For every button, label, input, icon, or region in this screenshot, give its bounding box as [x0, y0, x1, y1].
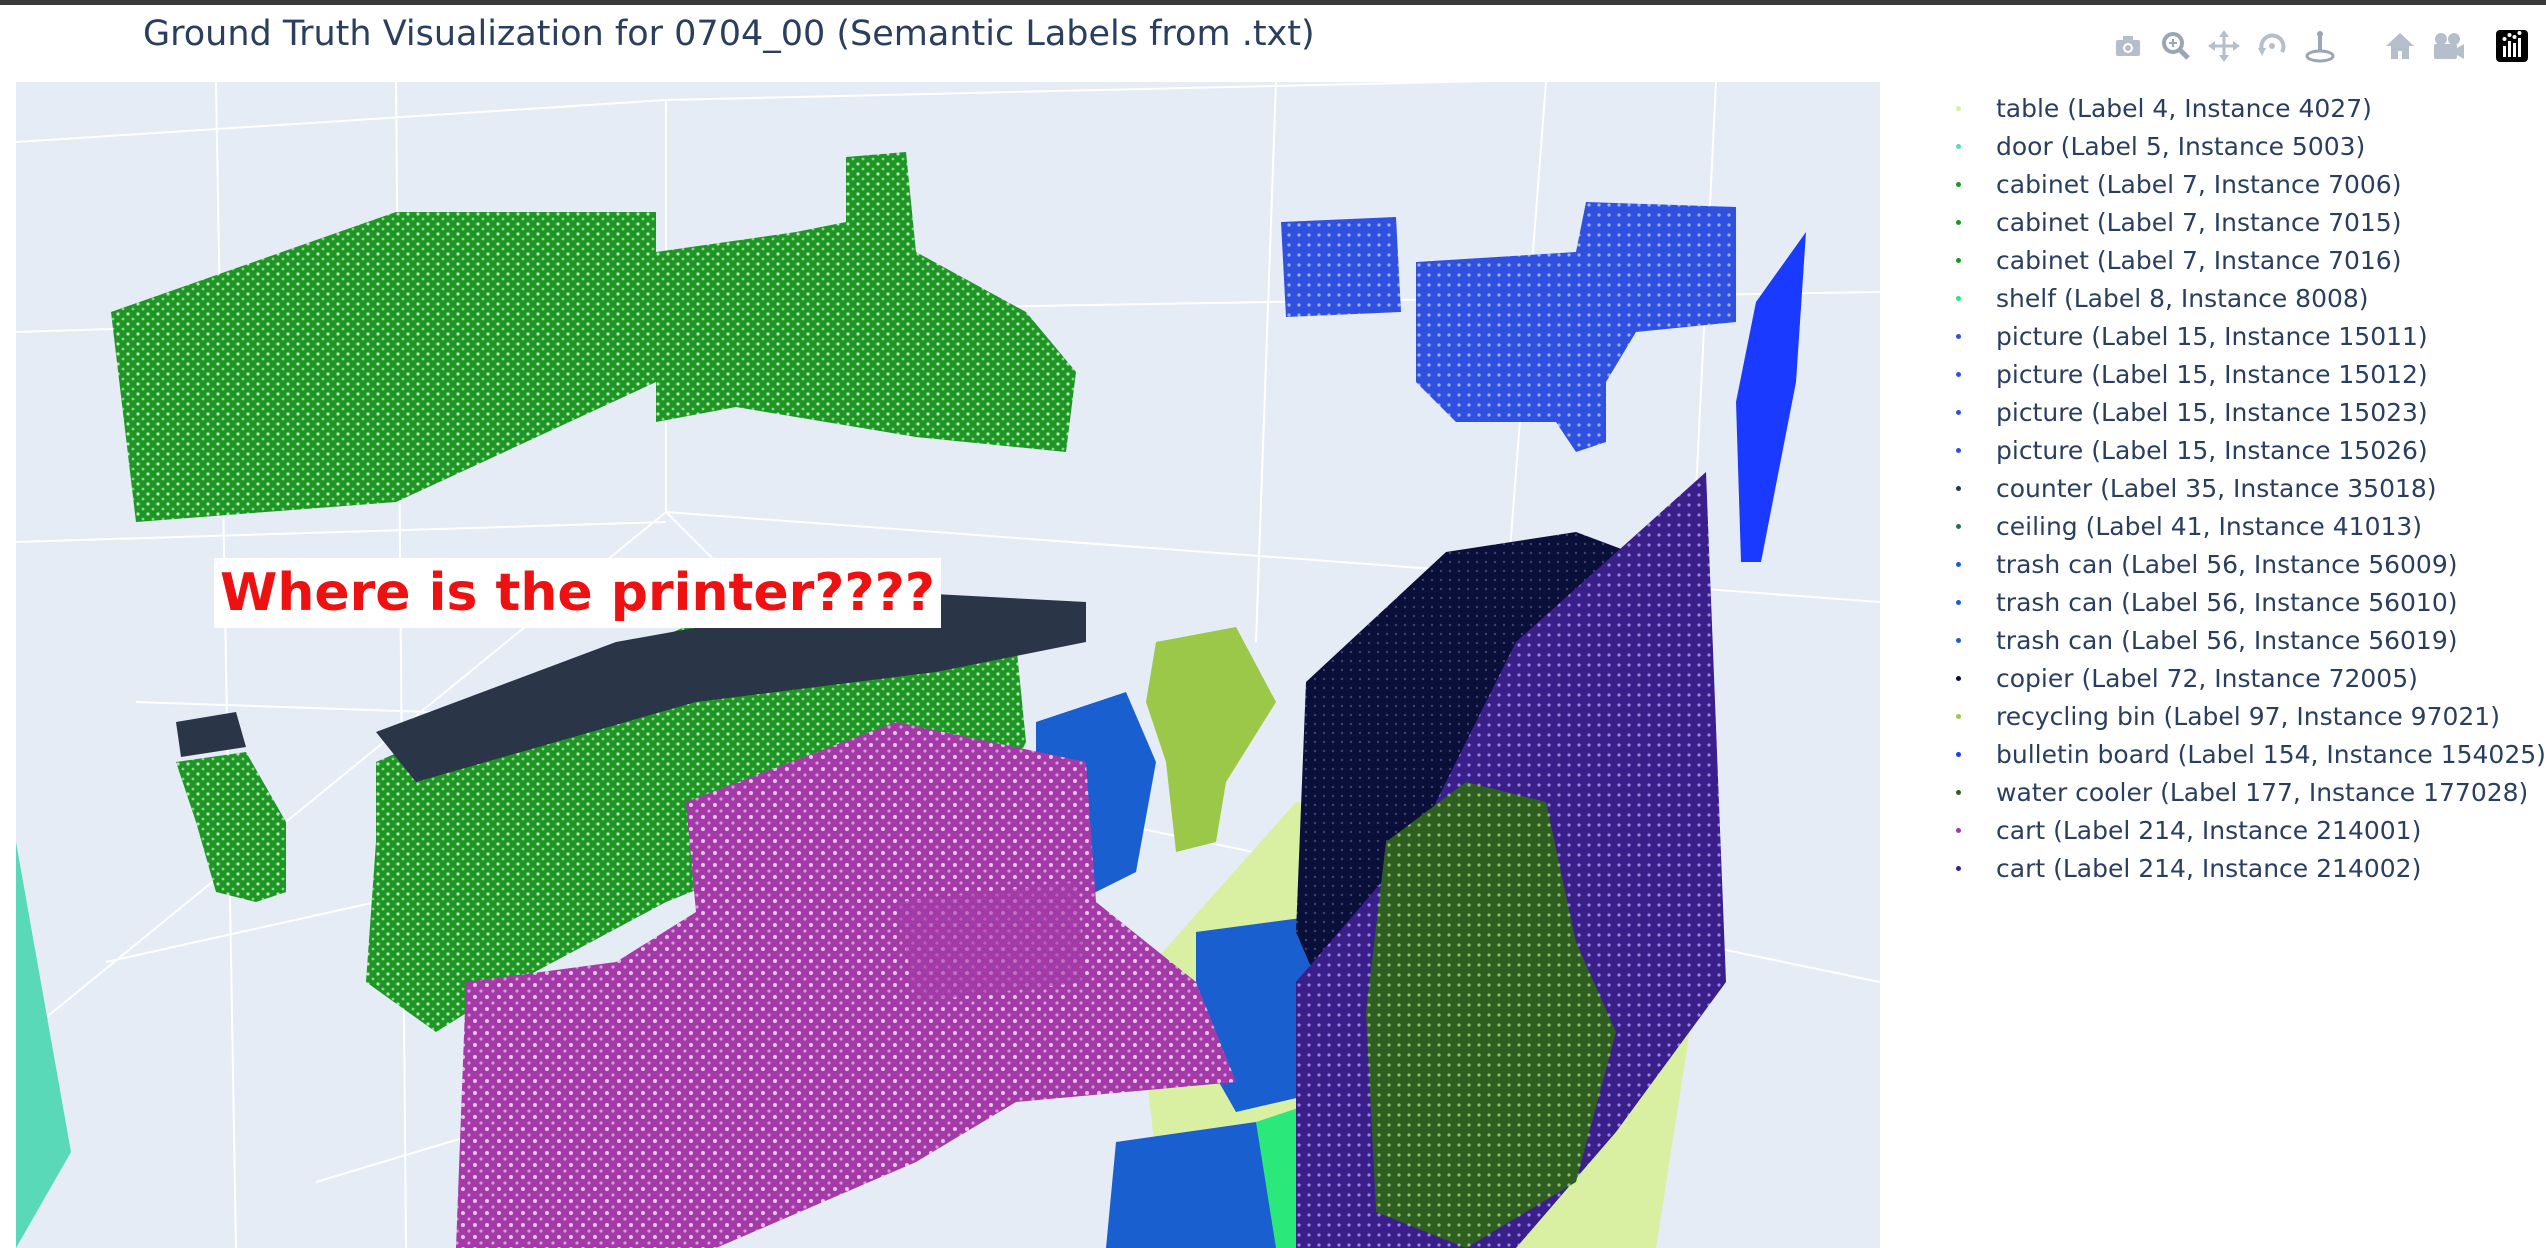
legend-label: shelf (Label 8, Instance 8008)	[1996, 284, 2369, 313]
legend-marker	[1956, 600, 1961, 605]
legend-label: copier (Label 72, Instance 72005)	[1996, 664, 2418, 693]
legend-label: door (Label 5, Instance 5003)	[1996, 132, 2366, 161]
turntable-rotation-button[interactable]	[2302, 28, 2338, 64]
legend-label: picture (Label 15, Instance 15023)	[1996, 398, 2428, 427]
legend-marker	[1956, 106, 1961, 111]
picture-points-1	[1281, 217, 1401, 317]
zoom-icon	[2162, 32, 2190, 60]
annotation-text: Where is the printer????	[214, 558, 941, 628]
cart-points-1	[456, 722, 1236, 1248]
counter-points-middle	[376, 592, 1086, 782]
legend-marker	[1956, 828, 1961, 833]
legend-marker	[1956, 562, 1961, 567]
legend-item[interactable]: trash can (Label 56, Instance 56009)	[1948, 546, 2538, 584]
legend-label: water cooler (Label 177, Instance 177028…	[1996, 778, 2529, 807]
legend-marker	[1956, 220, 1961, 225]
water-cooler-points	[1366, 782, 1616, 1248]
legend-label: bulletin board (Label 154, Instance 1540…	[1996, 740, 2546, 769]
legend-item[interactable]: bulletin board (Label 154, Instance 1540…	[1948, 736, 2546, 774]
legend-marker	[1956, 296, 1961, 301]
legend-item[interactable]: trash can (Label 56, Instance 56019)	[1948, 622, 2538, 660]
legend-item[interactable]: shelf (Label 8, Instance 8008)	[1948, 280, 2538, 318]
pan-icon	[2208, 30, 2240, 62]
legend-marker	[1956, 676, 1961, 681]
legend-label: cart (Label 214, Instance 214002)	[1996, 854, 2422, 883]
legend-label: trash can (Label 56, Instance 56019)	[1996, 626, 2458, 655]
legend-item[interactable]: picture (Label 15, Instance 15012)	[1948, 356, 2538, 394]
zoom-button[interactable]	[2158, 28, 2194, 64]
legend-label: picture (Label 15, Instance 15012)	[1996, 360, 2428, 389]
legend-label: cabinet (Label 7, Instance 7015)	[1996, 208, 2402, 237]
legend-marker	[1956, 752, 1961, 757]
cart-points-1-shelf	[896, 882, 1086, 1002]
legend-label: counter (Label 35, Instance 35018)	[1996, 474, 2437, 503]
home-icon	[2386, 33, 2414, 59]
reset-camera-last-save-button[interactable]	[2430, 28, 2466, 64]
camera-icon	[2116, 36, 2140, 56]
legend-item[interactable]: door (Label 5, Instance 5003)	[1948, 128, 2538, 166]
legend-item[interactable]: cabinet (Label 7, Instance 7015)	[1948, 204, 2538, 242]
legend-marker	[1956, 714, 1961, 719]
legend-label: trash can (Label 56, Instance 56010)	[1996, 588, 2458, 617]
cabinet-points-small	[176, 752, 286, 902]
reset-camera-default-button[interactable]	[2382, 28, 2418, 64]
plotly-logo-link[interactable]	[2494, 28, 2530, 64]
3d-scene[interactable]	[16, 82, 1880, 1248]
legend-marker	[1956, 638, 1961, 643]
legend-item[interactable]: cart (Label 214, Instance 214002)	[1948, 850, 2538, 888]
legend-marker	[1956, 410, 1961, 415]
legend-item[interactable]: water cooler (Label 177, Instance 177028…	[1948, 774, 2538, 812]
legend-marker	[1956, 334, 1961, 339]
legend-item[interactable]: recycling bin (Label 97, Instance 97021)	[1948, 698, 2538, 736]
pan-button[interactable]	[2206, 28, 2242, 64]
legend-item[interactable]: copier (Label 72, Instance 72005)	[1948, 660, 2538, 698]
legend-item[interactable]: cabinet (Label 7, Instance 7016)	[1948, 242, 2538, 280]
legend-label: picture (Label 15, Instance 15011)	[1996, 322, 2428, 351]
legend-marker	[1956, 486, 1961, 491]
legend-label: table (Label 4, Instance 4027)	[1996, 94, 2372, 123]
scene-canvas	[16, 82, 1880, 1248]
plot-title: Ground Truth Visualization for 0704_00 (…	[143, 14, 1315, 54]
legend-item[interactable]: cabinet (Label 7, Instance 7006)	[1948, 166, 2538, 204]
download-png-button[interactable]	[2110, 28, 2146, 64]
counter-points-small	[176, 712, 246, 757]
legend-marker	[1956, 866, 1961, 871]
recycling-bin-points	[1146, 627, 1276, 852]
plotly-logo-icon	[2496, 30, 2528, 62]
legend: table (Label 4, Instance 4027) door (Labe…	[1948, 90, 2546, 888]
picture-points-2	[1416, 202, 1736, 452]
legend-marker	[1956, 372, 1961, 377]
legend-marker	[1956, 448, 1961, 453]
legend-marker	[1956, 182, 1961, 187]
legend-label: trash can (Label 56, Instance 56009)	[1996, 550, 2458, 579]
legend-item[interactable]: picture (Label 15, Instance 15023)	[1948, 394, 2538, 432]
legend-label: cart (Label 214, Instance 214001)	[1996, 816, 2422, 845]
camera-reset-icon	[2434, 33, 2464, 59]
legend-marker	[1956, 524, 1961, 529]
legend-item[interactable]: table (Label 4, Instance 4027)	[1948, 90, 2538, 128]
legend-marker	[1956, 258, 1961, 263]
cabinet-points-upper	[111, 152, 1076, 522]
orbit-rotation-button[interactable]	[2254, 28, 2290, 64]
door-points	[16, 842, 71, 1248]
legend-item[interactable]: ceiling (Label 41, Instance 41013)	[1948, 508, 2538, 546]
legend-item[interactable]: picture (Label 15, Instance 15011)	[1948, 318, 2538, 356]
legend-label: picture (Label 15, Instance 15026)	[1996, 436, 2428, 465]
legend-label: recycling bin (Label 97, Instance 97021)	[1996, 702, 2500, 731]
bulletin-board-points	[1736, 232, 1806, 562]
legend-item[interactable]: picture (Label 15, Instance 15026)	[1948, 432, 2538, 470]
window-top-border	[0, 0, 2546, 5]
legend-item[interactable]: cart (Label 214, Instance 214001)	[1948, 812, 2538, 850]
legend-label: ceiling (Label 41, Instance 41013)	[1996, 512, 2423, 541]
legend-marker	[1956, 144, 1961, 149]
legend-item[interactable]: counter (Label 35, Instance 35018)	[1948, 470, 2538, 508]
orbit-icon	[2258, 33, 2286, 56]
legend-label: cabinet (Label 7, Instance 7006)	[1996, 170, 2402, 199]
legend-label: cabinet (Label 7, Instance 7016)	[1996, 246, 2402, 275]
turntable-icon	[2305, 31, 2335, 63]
legend-item[interactable]: trash can (Label 56, Instance 56010)	[1948, 584, 2538, 622]
legend-marker	[1956, 790, 1961, 795]
